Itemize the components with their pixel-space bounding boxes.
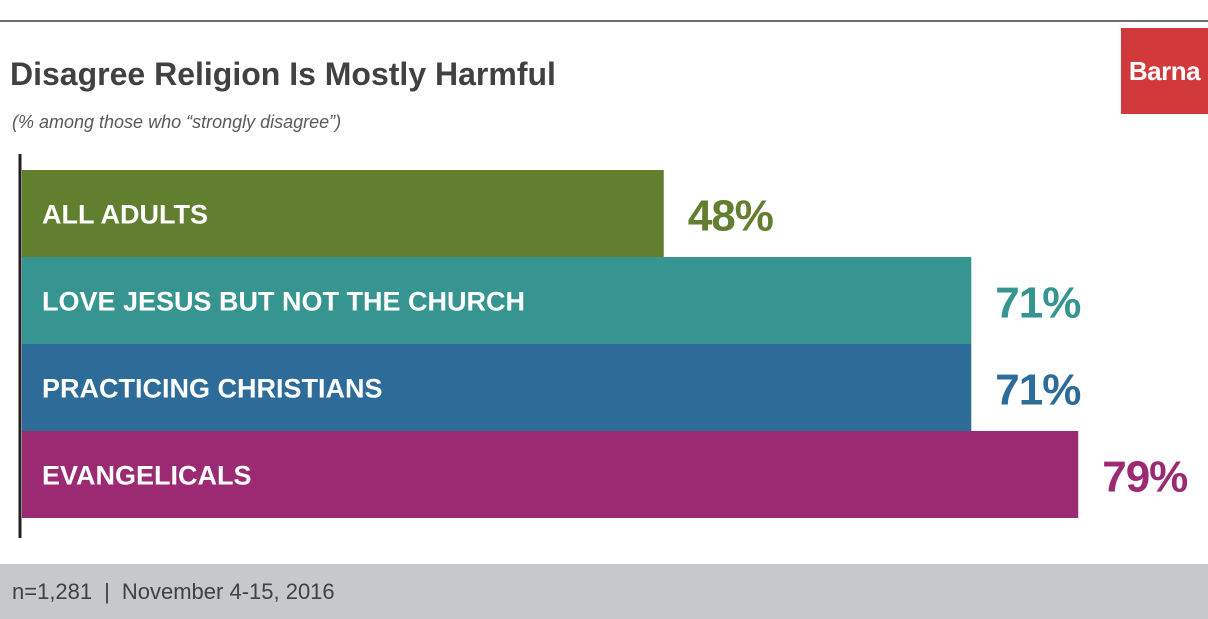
category-label-evangelicals: EVANGELICALS bbox=[42, 461, 252, 491]
bar-evangelicals bbox=[22, 431, 1079, 518]
value-label-practicing-christians: 71% bbox=[995, 366, 1080, 415]
sample-size: n=1,281 bbox=[12, 579, 93, 604]
bar-chart: ALL ADULTS 48% LOVE JESUS BUT NOT THE CHUR… bbox=[18, 154, 1188, 538]
bar-all-adults bbox=[22, 170, 664, 257]
barna-logo: Barna bbox=[1121, 28, 1208, 114]
footer-separator: | bbox=[104, 579, 110, 604]
footer-text: n=1,281 | November 4-15, 2016 bbox=[12, 578, 335, 606]
category-label-all-adults: ALL ADULTS bbox=[42, 200, 208, 230]
bar-practicing-christians bbox=[22, 344, 972, 431]
survey-date-range: November 4-15, 2016 bbox=[121, 579, 335, 604]
value-label-all-adults: 48% bbox=[688, 192, 773, 241]
top-rule bbox=[0, 20, 1208, 22]
category-label-practicing-christians: PRACTICING CHRISTIANS bbox=[42, 374, 383, 404]
bar-love-jesus-but-not-the-church bbox=[22, 257, 972, 344]
bars-layer: ALL ADULTS 48% LOVE JESUS BUT NOT THE CHUR… bbox=[22, 170, 1188, 518]
category-label-love-jesus-but-not-the-church: LOVE JESUS BUT NOT THE CHURCH bbox=[42, 287, 525, 317]
value-label-love-jesus-but-not-the-church: 71% bbox=[995, 279, 1080, 328]
chart-title: Disagree Religion Is Mostly Harmful bbox=[10, 56, 556, 92]
value-label-evangelicals: 79% bbox=[1102, 453, 1187, 502]
chart-subtitle: (% among those who “strongly disagree”) bbox=[12, 112, 342, 132]
footer-bar: n=1,281 | November 4-15, 2016 bbox=[0, 564, 1208, 619]
